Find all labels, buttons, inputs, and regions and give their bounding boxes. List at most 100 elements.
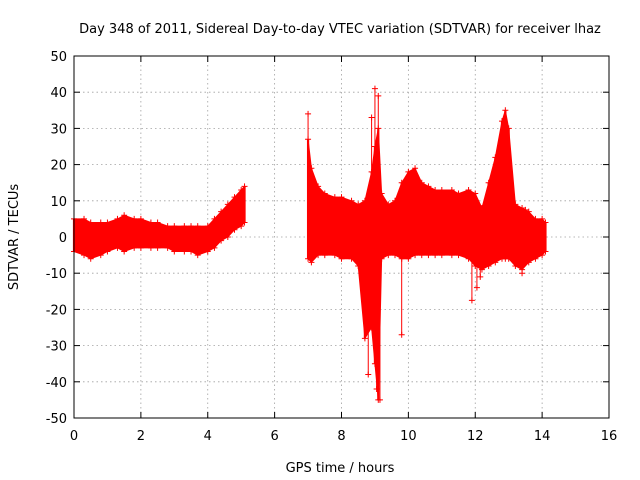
data-point	[348, 255, 355, 262]
x-tick-label: 2	[137, 429, 145, 444]
data-band-fill	[240, 185, 246, 228]
data-point	[355, 262, 362, 269]
x-tick-label: 4	[204, 429, 212, 444]
data-point	[97, 252, 104, 259]
data-point	[542, 219, 549, 226]
data-band-fill	[494, 121, 503, 264]
y-tick-label: 50	[50, 50, 67, 65]
data-point	[432, 186, 439, 193]
data-point	[455, 252, 462, 259]
data-point	[315, 252, 322, 259]
outlier-point	[366, 320, 373, 327]
data-band-fill	[307, 139, 312, 264]
y-tick-label: 10	[50, 195, 67, 210]
x-tick-label: 10	[400, 429, 417, 444]
data-point	[231, 194, 238, 201]
data-point	[355, 201, 362, 208]
data-band-fill	[197, 225, 209, 256]
y-tick-label: 30	[50, 122, 67, 137]
x-tick-label: 14	[534, 429, 551, 444]
x-tick-label: 16	[601, 429, 618, 444]
data-band-fill	[387, 199, 396, 256]
data-point	[505, 255, 512, 262]
data-point	[188, 248, 195, 255]
y-tick-label: -30	[46, 340, 67, 355]
data-point	[305, 255, 312, 262]
data-band-fill	[421, 181, 429, 256]
outlier-point	[305, 110, 312, 117]
y-axis-ticks: 50 40 30 20 10 0 -10 -20 -30 -40 -50	[46, 50, 609, 427]
data-point	[472, 190, 479, 197]
data-band-fill	[501, 110, 506, 260]
y-tick-label: -20	[46, 303, 67, 318]
data-point	[315, 183, 322, 190]
data-point	[361, 197, 368, 204]
data-band-fill	[434, 189, 443, 256]
data-point	[385, 201, 392, 208]
data-point	[392, 252, 398, 259]
data-band-fill	[414, 168, 423, 256]
data-point	[231, 226, 238, 233]
x-tick-label: 12	[467, 429, 484, 444]
data-point	[181, 223, 188, 230]
outlier-point	[373, 386, 380, 393]
data-point	[81, 215, 88, 222]
data-point	[525, 208, 532, 215]
x-tick-label: 8	[337, 429, 345, 444]
data-point	[532, 255, 539, 262]
data-point	[492, 154, 499, 161]
outlier-point	[375, 92, 382, 99]
data-point	[405, 255, 412, 262]
data-band-fill	[534, 218, 543, 260]
x-tick-label: 0	[70, 429, 78, 444]
data-band-fill	[324, 192, 336, 256]
data-band-fill	[394, 182, 403, 260]
data-band-fill	[488, 157, 496, 267]
data-point	[241, 219, 248, 226]
outlier-point	[365, 371, 372, 378]
data-point	[224, 201, 231, 208]
data-point	[194, 223, 201, 230]
data-point	[418, 252, 425, 259]
data-band-fill	[220, 203, 229, 242]
data-band-fill	[401, 170, 409, 260]
data-point	[465, 255, 472, 262]
data-band-fill	[508, 128, 516, 268]
data-point	[542, 248, 549, 255]
data-point	[438, 252, 445, 259]
data-band-fill	[514, 203, 523, 271]
data-band-fill	[83, 218, 92, 260]
data-point	[131, 215, 138, 222]
data-point	[405, 168, 412, 175]
outlier-point	[363, 310, 370, 317]
data-band-fill	[341, 196, 353, 260]
data-point	[485, 262, 492, 269]
data-point	[455, 190, 462, 197]
data-point	[114, 244, 121, 251]
data-point	[321, 190, 328, 197]
data-point	[97, 219, 104, 226]
data-band-fill	[106, 218, 118, 253]
x-axis-ticks: 0 2 4 6 8 10 12 14 16	[70, 56, 617, 444]
data-band-fill	[334, 196, 342, 260]
data-point	[321, 252, 328, 259]
y-axis-label: SDTVAR / TECUs	[7, 184, 22, 291]
data-point	[238, 223, 245, 230]
data-point	[171, 248, 178, 255]
data-point	[418, 179, 425, 186]
data-point	[505, 125, 512, 132]
chart-title: Day 348 of 2011, Sidereal Day-to-day VTE…	[79, 22, 601, 37]
data-point	[154, 219, 161, 226]
outlier-point	[398, 331, 405, 338]
data-point	[432, 252, 439, 259]
data-point	[465, 186, 472, 193]
data-band-fill	[351, 199, 359, 268]
data-point	[194, 252, 201, 259]
data-band-fill	[474, 193, 483, 271]
data-point	[539, 252, 546, 259]
data-band-fill	[381, 191, 389, 260]
data-point	[241, 183, 248, 190]
data-point	[338, 255, 345, 262]
data-band-fill	[207, 217, 215, 253]
x-tick-label: 6	[270, 429, 278, 444]
